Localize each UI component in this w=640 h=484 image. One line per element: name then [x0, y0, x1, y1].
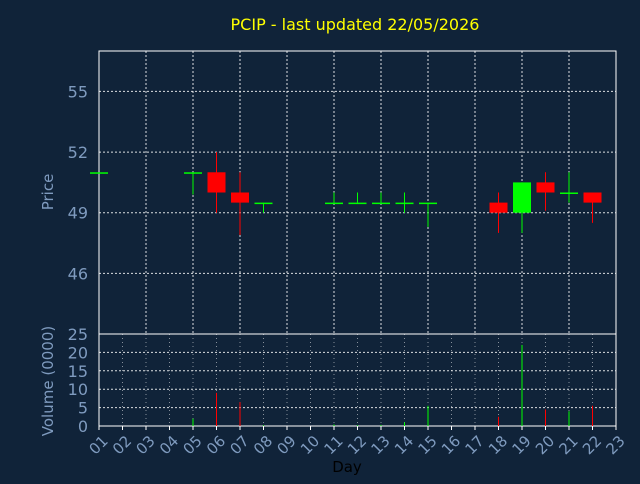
candle-body	[536, 182, 555, 193]
day-tick-label: 02	[109, 432, 135, 458]
day-tick-label: 17	[462, 432, 488, 458]
price-tick-label: 49	[68, 204, 88, 223]
day-tick-label: 13	[368, 432, 394, 458]
day-tick-label: 21	[556, 432, 582, 458]
candle-body	[513, 182, 531, 213]
candle-body	[90, 172, 108, 174]
day-tick-label: 22	[579, 432, 605, 458]
candle-body	[395, 202, 414, 205]
day-tick-label: 23	[603, 432, 629, 458]
price-axis-label: Price	[39, 174, 57, 211]
candle-body	[348, 202, 367, 205]
candle-body	[372, 202, 390, 205]
day-tick-label: 16	[438, 432, 464, 458]
day-tick-label: 14	[391, 432, 417, 458]
day-tick-label: 18	[485, 432, 511, 458]
day-tick-label: 11	[321, 432, 347, 458]
day-tick-label: 05	[180, 432, 206, 458]
candle-body	[560, 192, 578, 194]
day-tick-label: 09	[274, 432, 300, 458]
price-tick-label: 46	[68, 264, 88, 283]
day-axis-label: Day	[332, 458, 362, 476]
volume-tick-label: 20	[68, 343, 88, 362]
candle-body	[325, 202, 343, 205]
candle-body	[184, 172, 202, 174]
chart-title: PCIP - last updated 22/05/2026	[231, 15, 480, 34]
candle-body	[583, 192, 602, 203]
price-tick-label: 55	[68, 82, 88, 101]
candle-body	[489, 202, 508, 213]
candle-body	[419, 202, 437, 205]
candle-body	[231, 192, 249, 203]
candle-body	[207, 172, 226, 193]
day-tick-label: 04	[156, 432, 182, 458]
volume-tick-label: 10	[68, 380, 88, 399]
volume-plot-frame	[98, 333, 617, 427]
day-tick-label: 06	[203, 432, 229, 458]
day-tick-label: 19	[509, 432, 535, 458]
day-tick-label: 15	[415, 432, 441, 458]
day-tick-label: 07	[227, 432, 253, 458]
day-tick-label: 01	[86, 432, 112, 458]
volume-tick-label: 5	[78, 399, 88, 418]
price-tick-label: 52	[68, 143, 88, 162]
volume-tick-label: 0	[78, 417, 88, 436]
day-tick-label: 08	[250, 432, 276, 458]
day-tick-label: 20	[532, 432, 558, 458]
volume-tick-label: 25	[68, 325, 88, 344]
volume-axis-label: Volume (0000)	[39, 326, 57, 436]
day-tick-label: 12	[344, 432, 370, 458]
volume-tick-label: 15	[68, 362, 88, 381]
candle-body	[254, 202, 273, 205]
day-tick-label: 03	[133, 432, 159, 458]
day-tick-label: 10	[297, 432, 323, 458]
